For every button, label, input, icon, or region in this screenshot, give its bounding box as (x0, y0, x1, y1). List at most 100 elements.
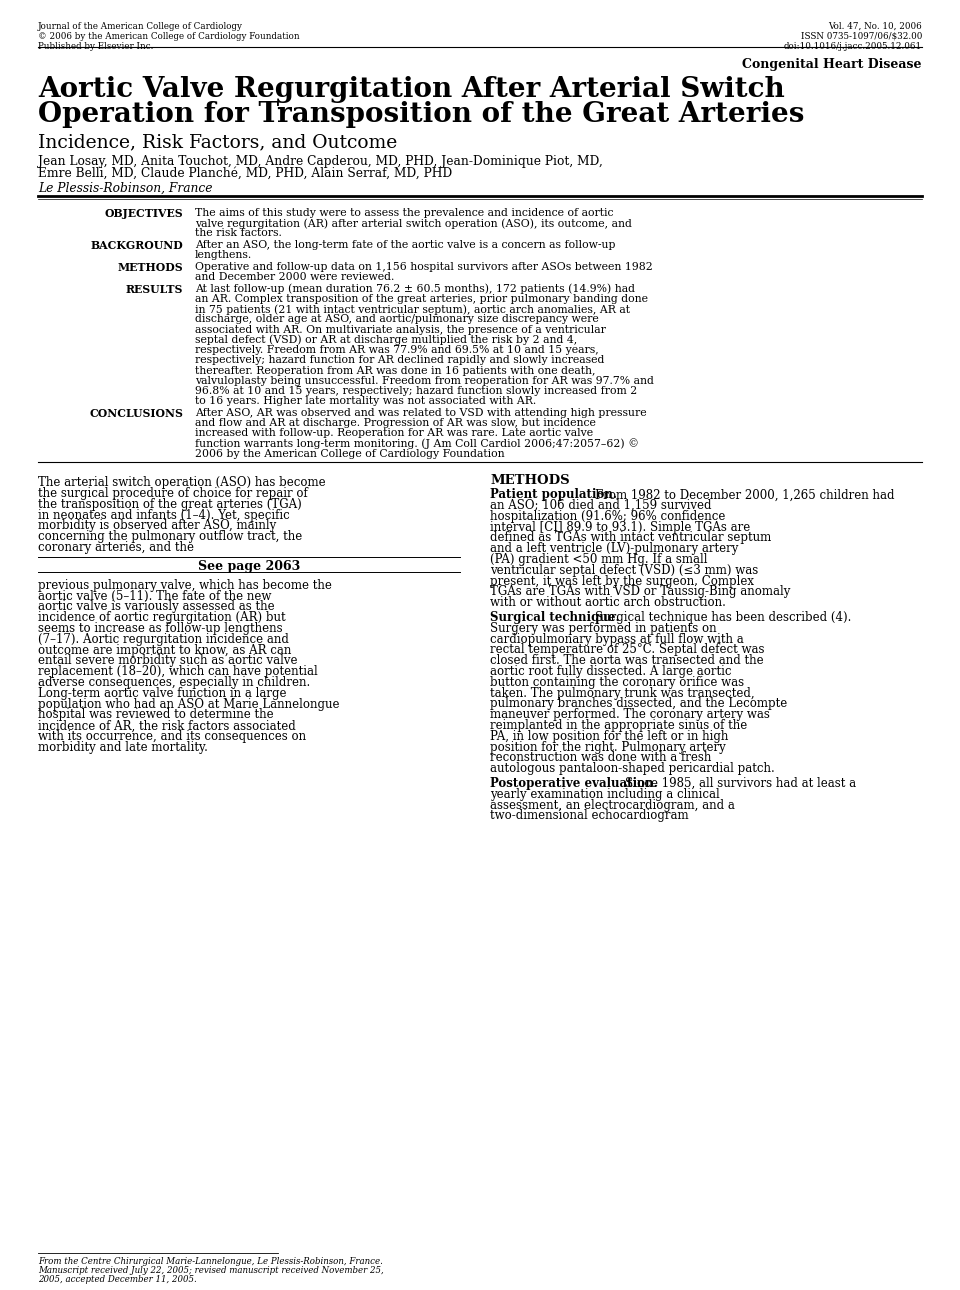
Text: position for the right. Pulmonary artery: position for the right. Pulmonary artery (490, 740, 726, 753)
Text: From 1982 to December 2000, 1,265 children had: From 1982 to December 2000, 1,265 childr… (595, 489, 895, 502)
Text: seems to increase as follow-up lengthens: seems to increase as follow-up lengthens (38, 622, 282, 635)
Text: Incidence, Risk Factors, and Outcome: Incidence, Risk Factors, and Outcome (38, 133, 397, 151)
Text: rectal temperature of 25°C. Septal defect was: rectal temperature of 25°C. Septal defec… (490, 644, 764, 657)
Text: reimplanted in the appropriate sinus of the: reimplanted in the appropriate sinus of … (490, 719, 747, 733)
Text: closed first. The aorta was transected and the: closed first. The aorta was transected a… (490, 654, 763, 667)
Text: septal defect (VSD) or AR at discharge multiplied the risk by 2 and 4,: septal defect (VSD) or AR at discharge m… (195, 335, 577, 346)
Text: From the Centre Chirurgical Marie-Lannelongue, Le Plessis-Robinson, France.: From the Centre Chirurgical Marie-Lannel… (38, 1256, 383, 1265)
Text: an ASO; 106 died and 1,159 survived: an ASO; 106 died and 1,159 survived (490, 499, 711, 512)
Text: 2005, accepted December 11, 2005.: 2005, accepted December 11, 2005. (38, 1275, 197, 1284)
Text: valvuloplasty being unsuccessful. Freedom from reoperation for AR was 97.7% and: valvuloplasty being unsuccessful. Freedo… (195, 375, 654, 386)
Text: 96.8% at 10 and 15 years, respectively; hazard function slowly increased from 2: 96.8% at 10 and 15 years, respectively; … (195, 386, 637, 396)
Text: 2006 by the American College of Cardiology Foundation: 2006 by the American College of Cardiolo… (195, 449, 505, 459)
Text: outcome are important to know, as AR can: outcome are important to know, as AR can (38, 644, 292, 657)
Text: Emre Belli, MD, Claude Planché, MD, PHD, Alain Serraf, MD, PHD: Emre Belli, MD, Claude Planché, MD, PHD,… (38, 166, 452, 181)
Text: METHODS: METHODS (490, 475, 569, 488)
Text: Operative and follow-up data on 1,156 hospital survivors after ASOs between 1982: Operative and follow-up data on 1,156 ho… (195, 262, 653, 272)
Text: lengthens.: lengthens. (195, 250, 252, 261)
Text: morbidity and late mortality.: morbidity and late mortality. (38, 740, 208, 753)
Text: concerning the pulmonary outflow tract, the: concerning the pulmonary outflow tract, … (38, 530, 302, 543)
Text: respectively. Freedom from AR was 77.9% and 69.5% at 10 and 15 years,: respectively. Freedom from AR was 77.9% … (195, 346, 599, 355)
Text: and December 2000 were reviewed.: and December 2000 were reviewed. (195, 272, 395, 283)
Text: Journal of the American College of Cardiology: Journal of the American College of Cardi… (38, 22, 243, 31)
Text: in neonates and infants (1–4). Yet, specific: in neonates and infants (1–4). Yet, spec… (38, 508, 290, 521)
Text: The aims of this study were to assess the prevalence and incidence of aortic: The aims of this study were to assess th… (195, 208, 613, 218)
Text: METHODS: METHODS (117, 262, 183, 273)
Text: function warrants long-term monitoring. (J Am Coll Cardiol 2006;47:2057–62) ©: function warrants long-term monitoring. … (195, 439, 639, 449)
Text: the risk factors.: the risk factors. (195, 228, 282, 239)
Text: After an ASO, the long-term fate of the aortic valve is a concern as follow-up: After an ASO, the long-term fate of the … (195, 240, 615, 250)
Text: associated with AR. On multivariate analysis, the presence of a ventricular: associated with AR. On multivariate anal… (195, 325, 606, 334)
Text: the transposition of the great arteries (TGA): the transposition of the great arteries … (38, 498, 301, 511)
Text: coronary arteries, and the: coronary arteries, and the (38, 541, 194, 555)
Text: OBJECTIVES: OBJECTIVES (105, 208, 183, 219)
Text: adverse consequences, especially in children.: adverse consequences, especially in chil… (38, 676, 310, 689)
Text: morbidity is observed after ASO, mainly: morbidity is observed after ASO, mainly (38, 520, 276, 533)
Text: TGAs are TGAs with VSD or Taussig-Bing anomaly: TGAs are TGAs with VSD or Taussig-Bing a… (490, 586, 790, 599)
Text: Postoperative evaluation.: Postoperative evaluation. (490, 777, 658, 789)
Text: RESULTS: RESULTS (126, 284, 183, 295)
Text: in 75 patients (21 with intact ventricular septum), aortic arch anomalies, AR at: in 75 patients (21 with intact ventricul… (195, 304, 630, 315)
Text: Long-term aortic valve function in a large: Long-term aortic valve function in a lar… (38, 686, 286, 700)
Text: See page 2063: See page 2063 (198, 560, 300, 573)
Text: Operation for Transposition of the Great Arteries: Operation for Transposition of the Great… (38, 101, 804, 128)
Text: incidence of aortic regurgitation (AR) but: incidence of aortic regurgitation (AR) b… (38, 611, 286, 624)
Text: Manuscript received July 22, 2005; revised manuscript received November 25,: Manuscript received July 22, 2005; revis… (38, 1265, 384, 1275)
Text: hospitalization (91.6%; 96% confidence: hospitalization (91.6%; 96% confidence (490, 510, 726, 522)
Text: and a left ventricle (LV)-pulmonary artery: and a left ventricle (LV)-pulmonary arte… (490, 542, 738, 555)
Text: The arterial switch operation (ASO) has become: The arterial switch operation (ASO) has … (38, 476, 325, 489)
Text: increased with follow-up. Reoperation for AR was rare. Late aortic valve: increased with follow-up. Reoperation fo… (195, 428, 593, 439)
Text: aortic valve (5–11). The fate of the new: aortic valve (5–11). The fate of the new (38, 590, 272, 602)
Text: entail severe morbidity such as aortic valve: entail severe morbidity such as aortic v… (38, 654, 298, 667)
Text: Vol. 47, No. 10, 2006: Vol. 47, No. 10, 2006 (828, 22, 922, 31)
Text: defined as TGAs with intact ventricular septum: defined as TGAs with intact ventricular … (490, 531, 771, 544)
Text: discharge, older age at ASO, and aortic/pulmonary size discrepancy were: discharge, older age at ASO, and aortic/… (195, 315, 599, 325)
Text: ISSN 0735-1097/06/$32.00: ISSN 0735-1097/06/$32.00 (801, 32, 922, 41)
Text: Patient population.: Patient population. (490, 489, 617, 502)
Text: At last follow-up (mean duration 76.2 ± 60.5 months), 172 patients (14.9%) had: At last follow-up (mean duration 76.2 ± … (195, 284, 635, 294)
Text: After ASO, AR was observed and was related to VSD with attending high pressure: After ASO, AR was observed and was relat… (195, 408, 647, 418)
Text: PA, in low position for the left or in high: PA, in low position for the left or in h… (490, 730, 729, 743)
Text: doi:10.1016/j.jacc.2005.12.061: doi:10.1016/j.jacc.2005.12.061 (784, 43, 922, 52)
Text: incidence of AR, the risk factors associated: incidence of AR, the risk factors associ… (38, 720, 296, 733)
Text: ventricular septal defect (VSD) (≤3 mm) was: ventricular septal defect (VSD) (≤3 mm) … (490, 564, 758, 577)
Text: © 2006 by the American College of Cardiology Foundation: © 2006 by the American College of Cardio… (38, 32, 300, 41)
Text: (7–17). Aortic regurgitation incidence and: (7–17). Aortic regurgitation incidence a… (38, 633, 289, 646)
Text: Aortic Valve Regurgitation After Arterial Switch: Aortic Valve Regurgitation After Arteria… (38, 76, 784, 103)
Text: button containing the coronary orifice was: button containing the coronary orifice w… (490, 676, 744, 689)
Text: aortic valve is variously assessed as the: aortic valve is variously assessed as th… (38, 601, 275, 614)
Text: to 16 years. Higher late mortality was not associated with AR.: to 16 years. Higher late mortality was n… (195, 396, 537, 406)
Text: with its occurrence, and its consequences on: with its occurrence, and its consequence… (38, 730, 306, 743)
Text: Surgical technique has been described (4).: Surgical technique has been described (4… (595, 611, 852, 624)
Text: BACKGROUND: BACKGROUND (90, 240, 183, 252)
Text: Le Plessis-Robinson, France: Le Plessis-Robinson, France (38, 182, 212, 195)
Text: respectively; hazard function for AR declined rapidly and slowly increased: respectively; hazard function for AR dec… (195, 355, 605, 365)
Text: assessment, an electrocardiogram, and a: assessment, an electrocardiogram, and a (490, 799, 734, 811)
Text: two-dimensional echocardiogram: two-dimensional echocardiogram (490, 810, 688, 823)
Text: previous pulmonary valve, which has become the: previous pulmonary valve, which has beco… (38, 579, 332, 592)
Text: autologous pantaloon-shaped pericardial patch.: autologous pantaloon-shaped pericardial … (490, 762, 775, 775)
Text: and flow and AR at discharge. Progression of AR was slow, but incidence: and flow and AR at discharge. Progressio… (195, 418, 596, 428)
Text: present, it was left by the surgeon. Complex: present, it was left by the surgeon. Com… (490, 575, 754, 588)
Text: reconstruction was done with a fresh: reconstruction was done with a fresh (490, 752, 711, 765)
Text: cardiopulmonary bypass at full flow with a: cardiopulmonary bypass at full flow with… (490, 632, 744, 646)
Text: Surgery was performed in patients on: Surgery was performed in patients on (490, 622, 716, 635)
Text: maneuver performed. The coronary artery was: maneuver performed. The coronary artery … (490, 708, 770, 721)
Text: taken. The pulmonary trunk was transected,: taken. The pulmonary trunk was transecte… (490, 686, 755, 699)
Text: thereafter. Reoperation from AR was done in 16 patients with one death,: thereafter. Reoperation from AR was done… (195, 365, 595, 375)
Text: the surgical procedure of choice for repair of: the surgical procedure of choice for rep… (38, 488, 308, 501)
Text: replacement (18–20), which can have potential: replacement (18–20), which can have pote… (38, 666, 318, 679)
Text: aortic root fully dissected. A large aortic: aortic root fully dissected. A large aor… (490, 666, 732, 679)
Text: Surgical technique.: Surgical technique. (490, 611, 619, 624)
Text: CONCLUSIONS: CONCLUSIONS (89, 408, 183, 419)
Text: yearly examination including a clinical: yearly examination including a clinical (490, 788, 720, 801)
Text: valve regurgitation (AR) after arterial switch operation (ASO), its outcome, and: valve regurgitation (AR) after arterial … (195, 218, 632, 228)
Text: an AR. Complex transposition of the great arteries, prior pulmonary banding done: an AR. Complex transposition of the grea… (195, 294, 648, 304)
Text: Since 1985, all survivors had at least a: Since 1985, all survivors had at least a (625, 777, 856, 789)
Text: (PA) gradient <50 mm Hg. If a small: (PA) gradient <50 mm Hg. If a small (490, 553, 708, 566)
Text: interval [CI] 89.9 to 93.1). Simple TGAs are: interval [CI] 89.9 to 93.1). Simple TGAs… (490, 521, 751, 534)
Text: pulmonary branches dissected, and the Lecompte: pulmonary branches dissected, and the Le… (490, 698, 787, 711)
Text: Published by Elsevier Inc.: Published by Elsevier Inc. (38, 43, 154, 52)
Text: with or without aortic arch obstruction.: with or without aortic arch obstruction. (490, 596, 726, 609)
Text: population who had an ASO at Marie Lannelongue: population who had an ASO at Marie Lanne… (38, 698, 340, 711)
